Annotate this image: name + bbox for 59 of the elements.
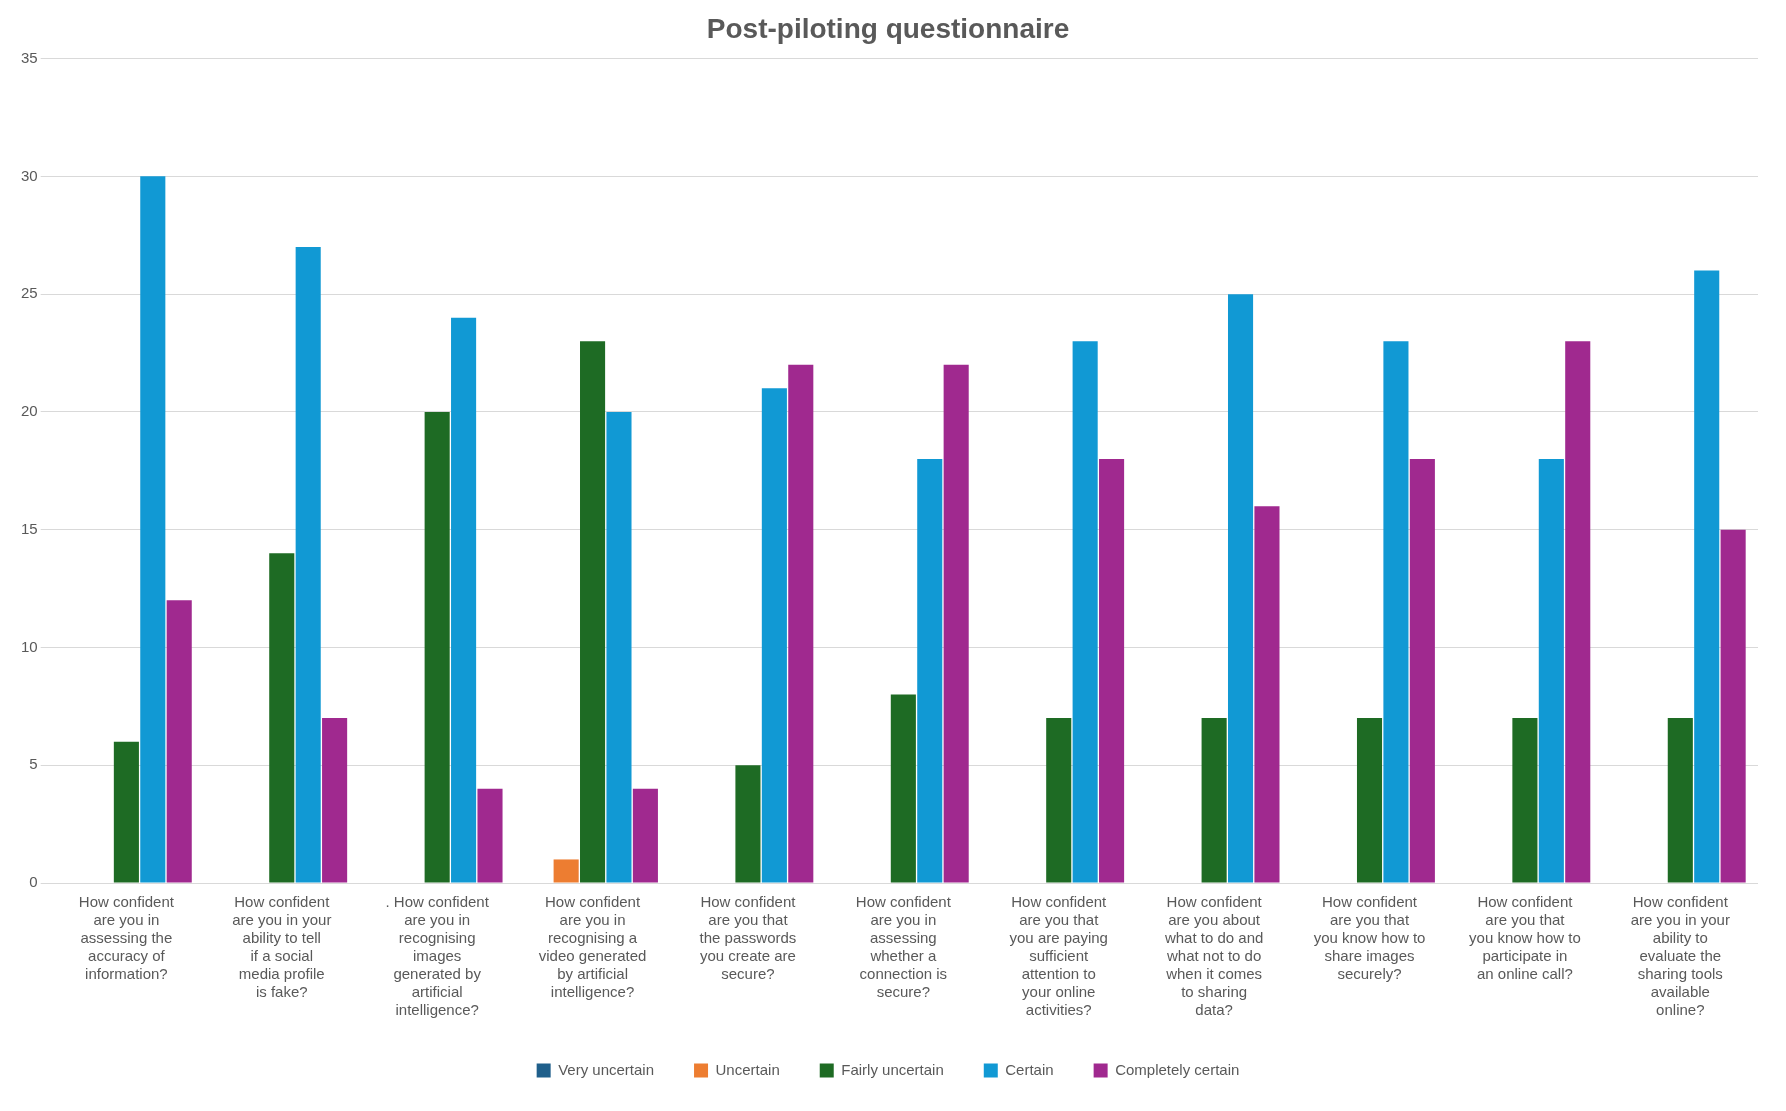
legend-label: Completely certain [1115, 1060, 1240, 1078]
x-tick-label: How confident are you in assessing whether a connection is secure? [855, 893, 952, 1001]
bar [1254, 506, 1280, 883]
bar [632, 788, 658, 883]
bar [1099, 459, 1125, 883]
bar [477, 788, 503, 883]
bar [1383, 341, 1409, 883]
bar [890, 694, 916, 883]
bar [1538, 459, 1564, 883]
x-tick-label: How confident are you in assessing the accuracy of information? [78, 893, 175, 983]
y-tick-label: 30 [21, 166, 38, 184]
chart-title: Post-piloting questionnaire [706, 12, 1070, 44]
x-tick-label: How confident are you that you know how to share images securely? [1313, 893, 1426, 983]
bar [917, 459, 943, 883]
y-tick-label: 25 [21, 284, 38, 302]
bar [1565, 341, 1591, 883]
bar [140, 176, 166, 883]
bar [1072, 341, 1098, 883]
bar [553, 859, 579, 883]
bar [943, 364, 969, 883]
y-tick-label: 20 [21, 402, 38, 420]
y-tick-label: 35 [21, 48, 38, 66]
bar [788, 364, 814, 883]
legend-label: Fairly uncertain [841, 1060, 944, 1078]
bar [1201, 718, 1227, 883]
x-tick-label: How confident are you about what to do and what not to do when it comes to sharing data? [1163, 893, 1264, 1019]
y-tick-label: 15 [21, 519, 38, 537]
legend-label: Uncertain [715, 1060, 780, 1078]
y-tick-label: 0 [29, 873, 38, 891]
x-tick-label: How confident are you that you are paying sufficient attention to your online activities? [1009, 893, 1108, 1019]
x-tick-label: How confident are you that the passwords you create are secure? [699, 893, 797, 983]
bar [166, 600, 192, 883]
bar [1720, 529, 1746, 883]
bar [424, 411, 450, 883]
x-tick-label: How confident are you in your ability to evaluate the sharing tools available online? [1630, 893, 1730, 1019]
y-tick-label: 10 [21, 637, 38, 655]
bar [1694, 270, 1720, 883]
bar [1409, 459, 1435, 883]
bar [269, 553, 295, 883]
x-tick-label: . How confident are you in recognising images generated by artificial intelligence? [385, 893, 490, 1019]
bar [295, 247, 321, 883]
bar [1356, 718, 1383, 883]
bar [1512, 718, 1538, 883]
bar [735, 765, 761, 883]
x-tick-label: How confident are you in your ability to tell if a social media profile is fake? [232, 893, 332, 1001]
x-tick-label: How confident are you that you know how to participate in an online call? [1469, 893, 1581, 983]
bar [1667, 718, 1693, 883]
bar [322, 718, 348, 883]
bar [580, 341, 606, 883]
bar [761, 388, 787, 883]
bar [606, 411, 632, 883]
y-tick-label: 5 [29, 755, 38, 773]
bar [1228, 294, 1254, 883]
legend-label: Certain [1005, 1060, 1054, 1078]
legend-label: Very uncertain [558, 1060, 655, 1078]
bar [451, 317, 477, 883]
x-tick-label: How confident are you in recognising a video generated by artificial intelligence? [538, 893, 647, 1001]
bar [1046, 718, 1072, 883]
bar [113, 741, 139, 883]
